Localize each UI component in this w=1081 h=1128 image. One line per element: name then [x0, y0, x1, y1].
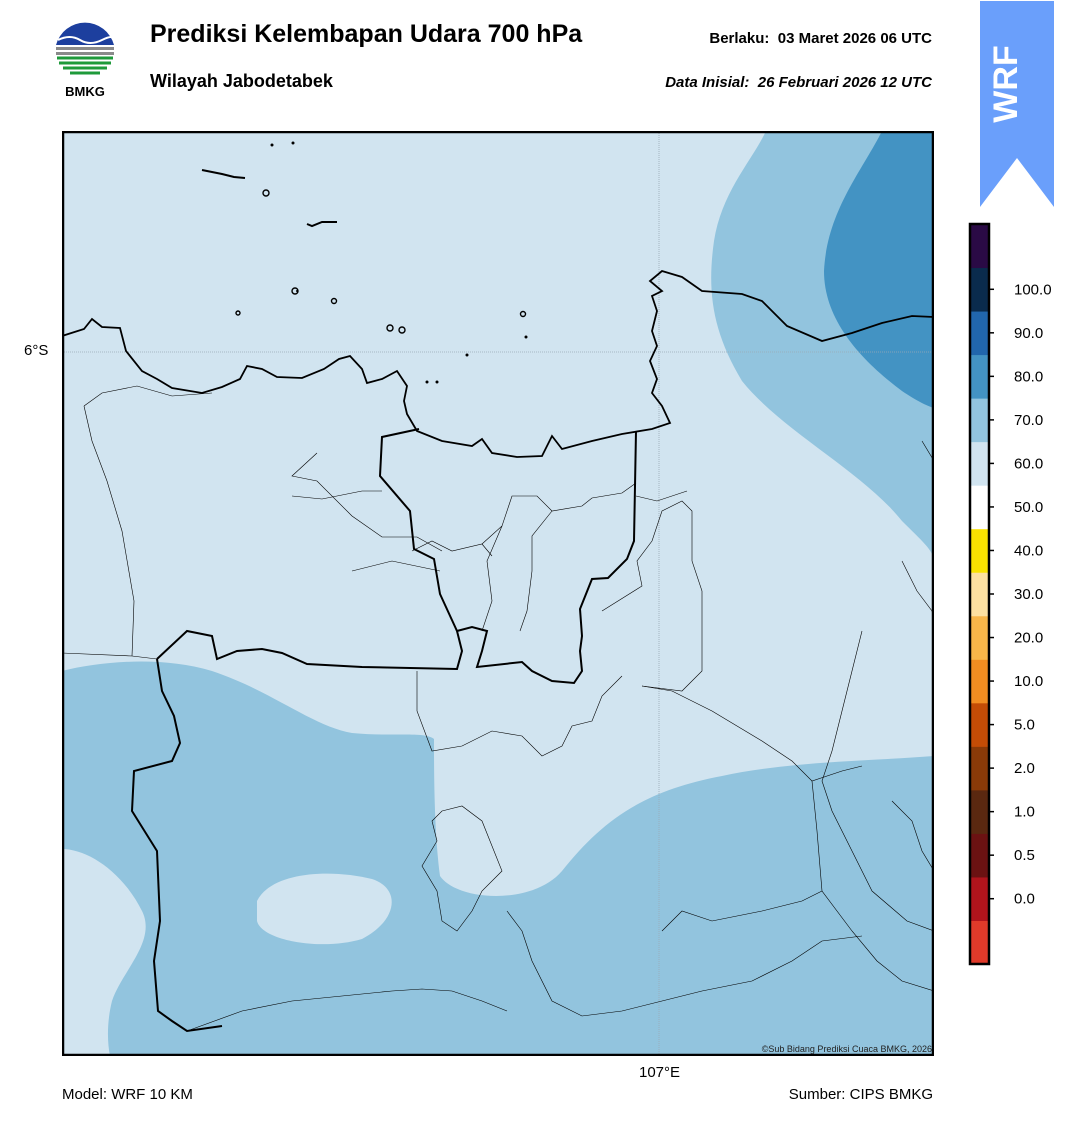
colorbar-swatch — [970, 702, 989, 747]
island-12 — [291, 141, 295, 145]
province-border-north — [156, 430, 637, 685]
wrf-badge: WRF — [980, 1, 1054, 207]
colorbar-swatch — [970, 572, 989, 617]
model-label: Model: WRF 10 KM — [62, 1086, 193, 1103]
colorbar-tick-label: 20.0 — [1014, 630, 1043, 647]
colorbar-swatch — [970, 876, 989, 921]
island-11 — [270, 143, 274, 147]
map-subtitle: Wilayah Jabodetabek — [150, 71, 333, 91]
island-13 — [524, 335, 528, 339]
island-3 — [262, 189, 270, 197]
colorbar-tick-label: 5.0 — [1014, 717, 1035, 734]
colorbar-tick-label: 0.0 — [1014, 891, 1035, 908]
province-border-west — [130, 658, 223, 1033]
colorbar-tick-label: 1.0 — [1014, 804, 1035, 821]
humidity-map — [62, 131, 934, 1056]
colorbar-swatch — [970, 659, 989, 704]
colorbar-tick-label: 80.0 — [1014, 368, 1043, 385]
wrf-badge-text: WRF — [987, 45, 1025, 122]
copyright-text: ©Sub Bidang Prediksi Cuaca BMKG, 2026 — [761, 1044, 932, 1054]
island-10 — [296, 290, 298, 292]
colorbar-swatch — [970, 354, 989, 399]
island-2 — [306, 221, 337, 228]
colorbar-tick-label: 60.0 — [1014, 455, 1043, 472]
colorbar-tick-label: 30.0 — [1014, 586, 1043, 603]
logo-text: BMKG — [65, 84, 105, 99]
colorbar-ticks: 0.0 0.5 1.0 2.0 5.0 10.0 20.0 30.0 40.0 50.0 60.0 7… — [989, 281, 1052, 908]
colorbar-tick-label: 2.0 — [1014, 760, 1035, 777]
humidity-70-80-northeast — [824, 131, 934, 408]
island-5 — [330, 297, 338, 305]
island-15 — [435, 380, 439, 384]
colorbar-swatch — [970, 441, 989, 486]
humidity-colorbar: 0.0 0.5 1.0 2.0 5.0 10.0 20.0 30.0 40.0 50.0 60.0 7… — [968, 222, 1052, 966]
island-6 — [235, 310, 241, 316]
colorbar-tick-label: 40.0 — [1014, 542, 1043, 559]
colorbar-tick-label: 90.0 — [1014, 325, 1043, 342]
colorbar-tick-label: 10.0 — [1014, 673, 1043, 690]
colorbar-swatch — [970, 746, 989, 791]
init-label: Data Inisial: — [665, 74, 750, 91]
colorbar-swatch — [970, 398, 989, 443]
colorbar-swatch — [970, 789, 989, 834]
island-1 — [201, 169, 246, 179]
colorbar-frame — [968, 222, 991, 966]
island-9 — [519, 310, 527, 318]
island-16 — [465, 353, 469, 357]
colorbar-tick-label: 70.0 — [1014, 412, 1043, 429]
colorbar-tick-label: 50.0 — [1014, 499, 1043, 516]
map-frame — [62, 131, 934, 1056]
init-value: 26 Februari 2026 12 UTC — [757, 74, 932, 91]
colorbar-tick-label: 0.5 — [1014, 847, 1035, 864]
valid-time: Berlaku: 03 Maret 2026 06 UTC — [709, 30, 932, 47]
init-time: Data Inisial: 26 Februari 2026 12 UTC — [665, 74, 932, 91]
colorbar-swatch — [970, 311, 989, 356]
colorbar-tick-label: 100.0 — [1014, 281, 1052, 298]
lon-axis-label: 107°E — [639, 1064, 681, 1081]
lat-axis-label: 6°S — [24, 342, 49, 359]
humidity-50-60-southwest — [62, 849, 146, 1056]
colorbar-swatch — [970, 224, 989, 269]
colorbar-swatch — [970, 267, 989, 312]
island-7 — [386, 324, 394, 332]
humidity-50-60-oval — [257, 873, 392, 945]
coastline — [62, 269, 934, 458]
valid-value: 03 Maret 2026 06 UTC — [777, 30, 932, 47]
humidity-60-70-south — [62, 661, 934, 1056]
colorbar-swatch — [970, 485, 989, 530]
district-borders — [62, 385, 934, 1032]
map-title: Prediksi Kelembapan Udara 700 hPa — [150, 20, 583, 48]
bmkg-logo — [55, 21, 115, 81]
island-14 — [425, 380, 429, 384]
island-8 — [398, 326, 406, 334]
colorbar-swatches — [970, 224, 989, 965]
valid-label: Berlaku: — [709, 30, 770, 47]
colorbar-swatch — [970, 920, 989, 965]
source-label: Sumber: CIPS BMKG — [788, 1086, 933, 1103]
colorbar-swatch — [970, 615, 989, 660]
province-border-inner — [378, 428, 458, 632]
colorbar-swatch — [970, 528, 989, 573]
colorbar-swatch — [970, 833, 989, 878]
